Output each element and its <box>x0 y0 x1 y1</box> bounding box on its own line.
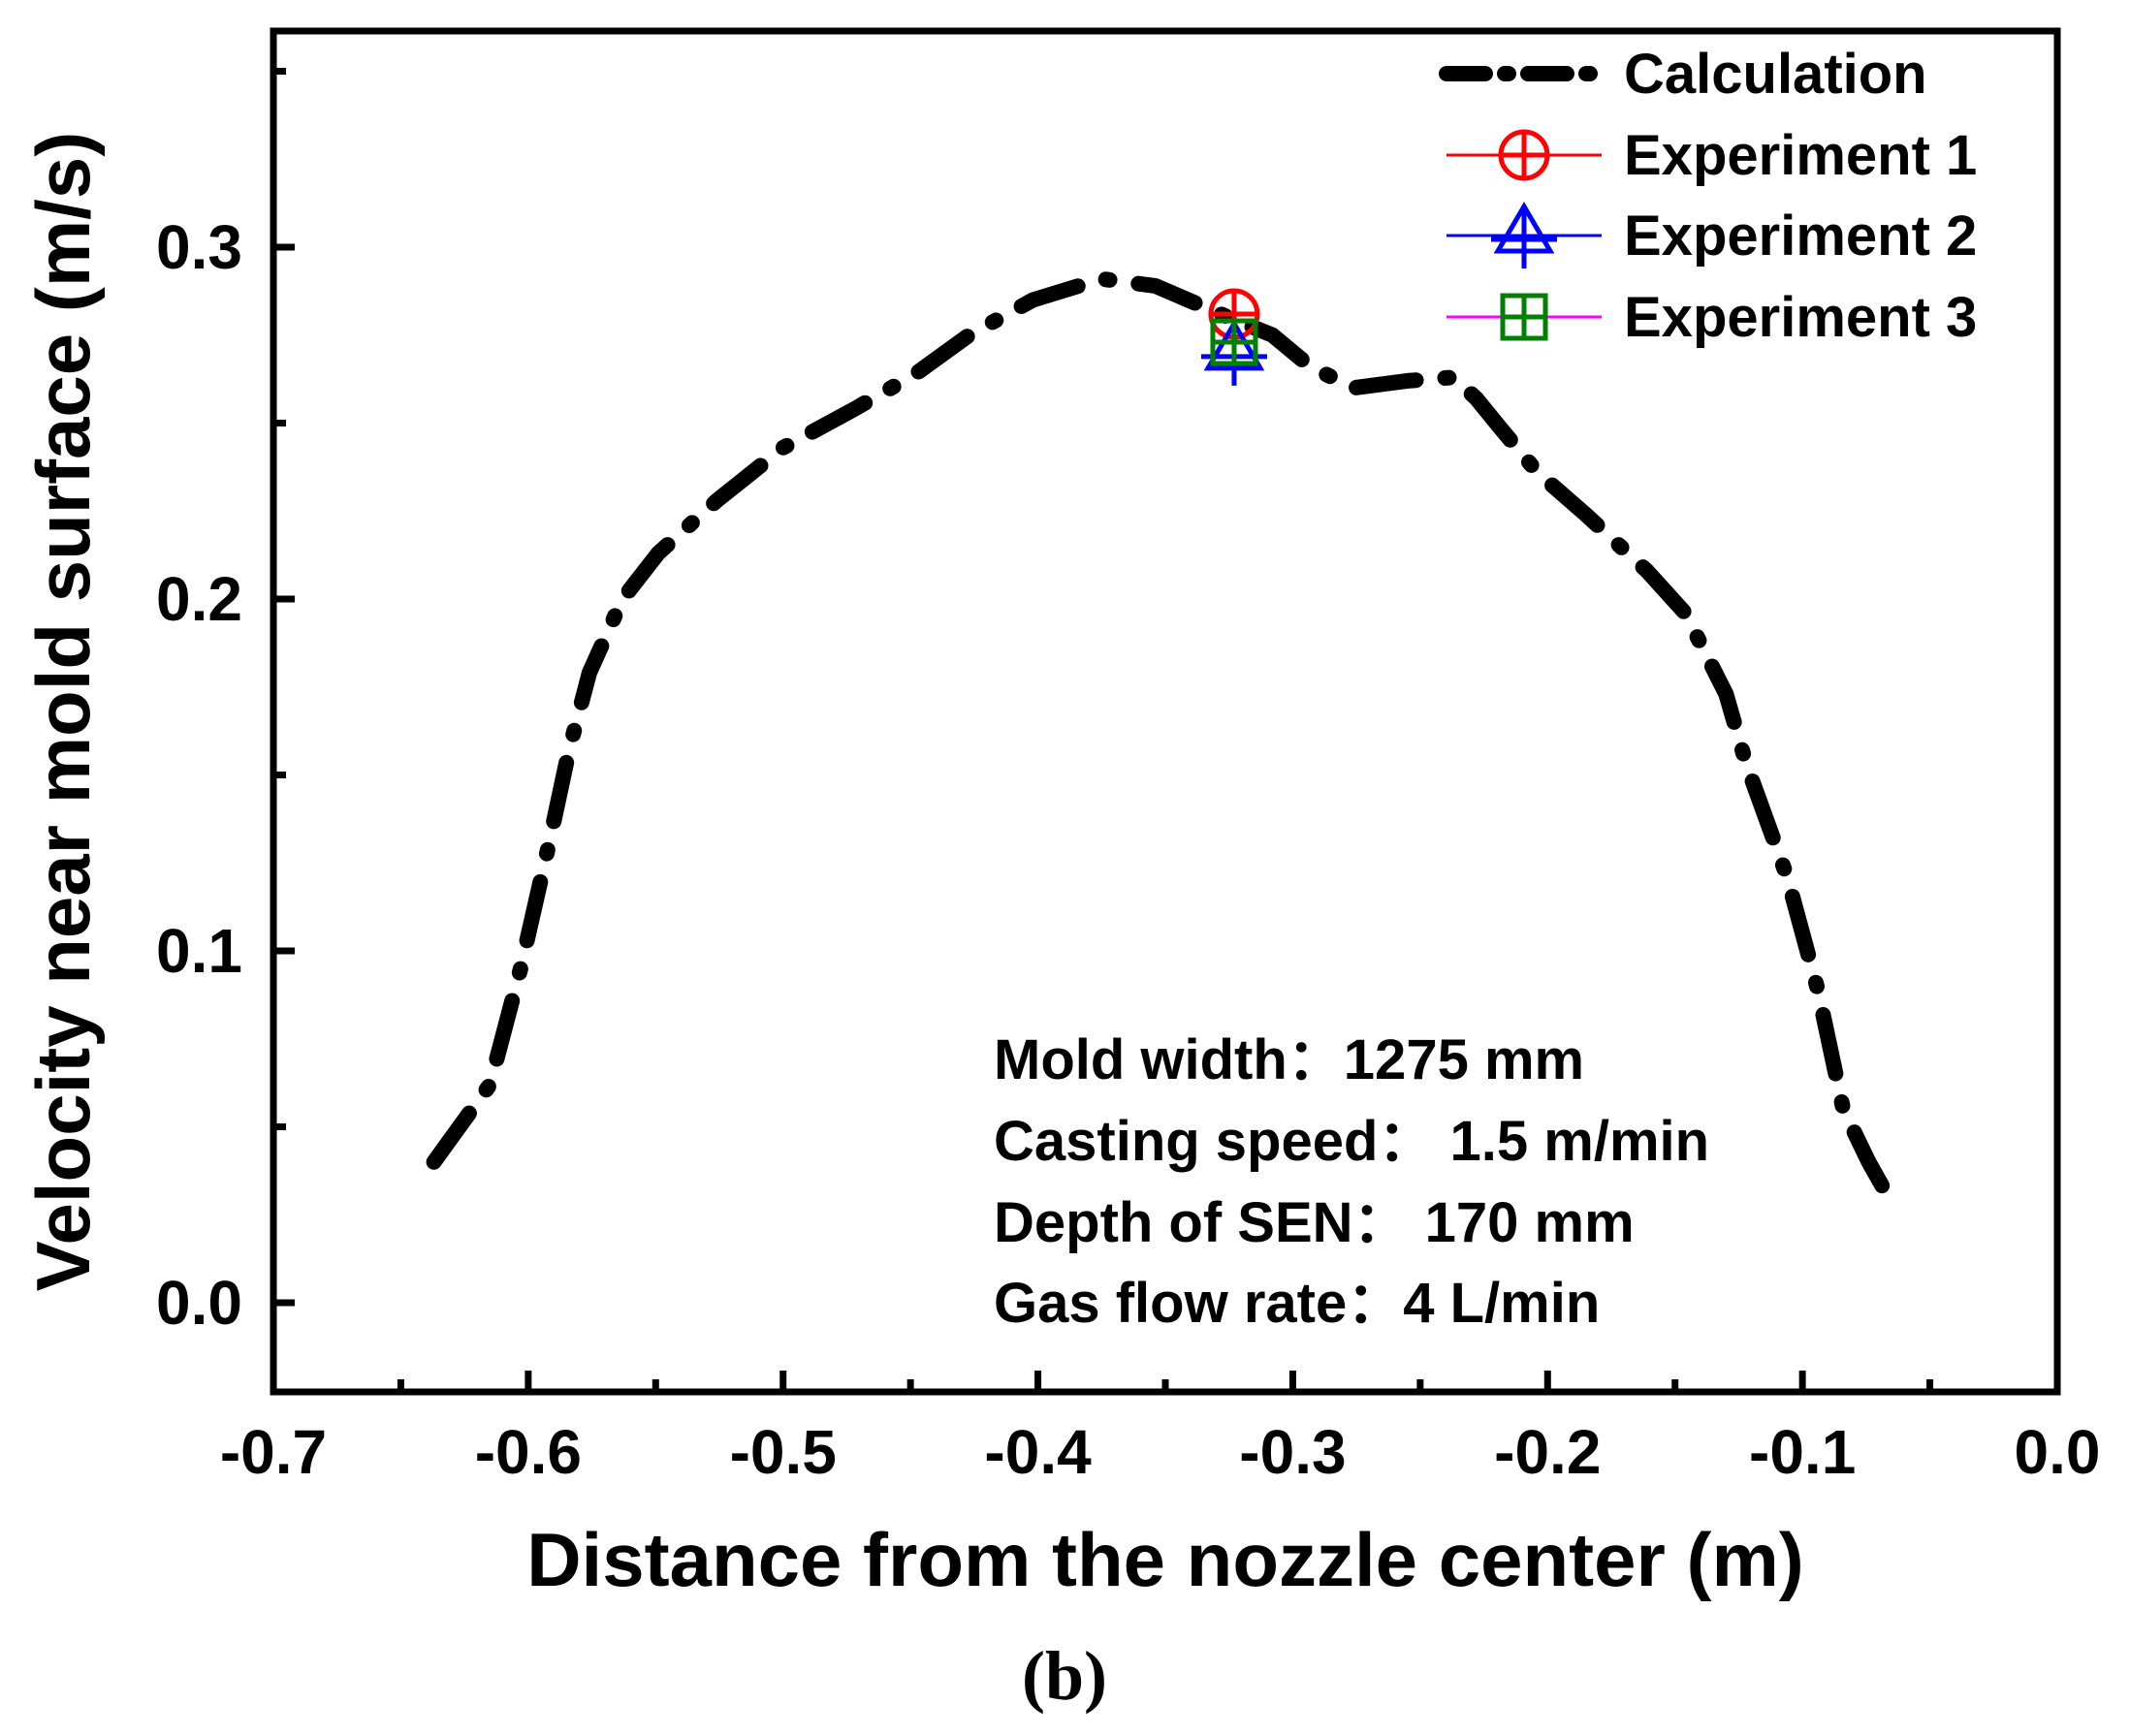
x-tick-label: -0.4 <box>984 1417 1092 1487</box>
x-axis-title: Distance from the nozzle center (m) <box>526 1517 1804 1602</box>
axis-ticks <box>270 68 2061 1392</box>
annotation-block: Mold width：1275 mm Casting speed： 1.5 m/m… <box>994 1028 1709 1335</box>
legend-label: Experiment 2 <box>1624 205 1977 268</box>
legend-swatch-marker <box>1500 293 1548 341</box>
experiment-3-point <box>1210 318 1258 366</box>
legend-swatch-marker <box>1498 129 1550 181</box>
x-tick-label: -0.2 <box>1494 1417 1601 1487</box>
legend-swatch-marker <box>1491 202 1557 268</box>
y-tick-label: 0.0 <box>156 1268 242 1338</box>
legend-label: Calculation <box>1624 43 1927 106</box>
x-tick-label: -0.1 <box>1749 1417 1856 1487</box>
legend-item-experiment-3: Experiment 3 <box>1446 286 1977 349</box>
y-tick-label: 0.1 <box>156 916 242 986</box>
y-axis-title: Velocity near mold surface (m/s) <box>20 132 106 1291</box>
calculation-line <box>426 270 1894 1202</box>
legend-label: Experiment 3 <box>1624 286 1977 349</box>
y-tick-label: 0.3 <box>156 212 242 282</box>
legend: Calculation Experiment 1 Experiment 2 Exper… <box>1439 43 1977 349</box>
x-tick-label: -0.7 <box>220 1417 327 1487</box>
y-tick-label: 0.2 <box>156 564 242 634</box>
legend-item-calculation: Calculation <box>1439 43 1927 106</box>
annotation-line: Gas flow rate：4 L/min <box>994 1272 1600 1335</box>
x-tick-label: 0.0 <box>2015 1417 2101 1487</box>
x-tick-label: -0.5 <box>730 1417 837 1487</box>
figure-caption: (b) <box>1022 1637 1107 1715</box>
annotation-line: Mold width：1275 mm <box>994 1028 1584 1091</box>
x-tick-label: -0.3 <box>1239 1417 1346 1487</box>
legend-item-experiment-2: Experiment 2 <box>1446 202 1977 268</box>
axis-tick-labels: -0.7 -0.6 -0.5 -0.4 -0.3 -0.2 -0.1 0.0 0.0 0.1 0.2… <box>156 212 2100 1487</box>
x-tick-label: -0.6 <box>475 1417 582 1487</box>
legend-item-experiment-1: Experiment 1 <box>1446 124 1977 187</box>
annotation-line: Casting speed： 1.5 m/min <box>994 1110 1709 1173</box>
legend-label: Experiment 1 <box>1624 124 1977 187</box>
series-layer <box>426 270 1894 1202</box>
annotation-line: Depth of SEN： 170 mm <box>994 1191 1635 1254</box>
